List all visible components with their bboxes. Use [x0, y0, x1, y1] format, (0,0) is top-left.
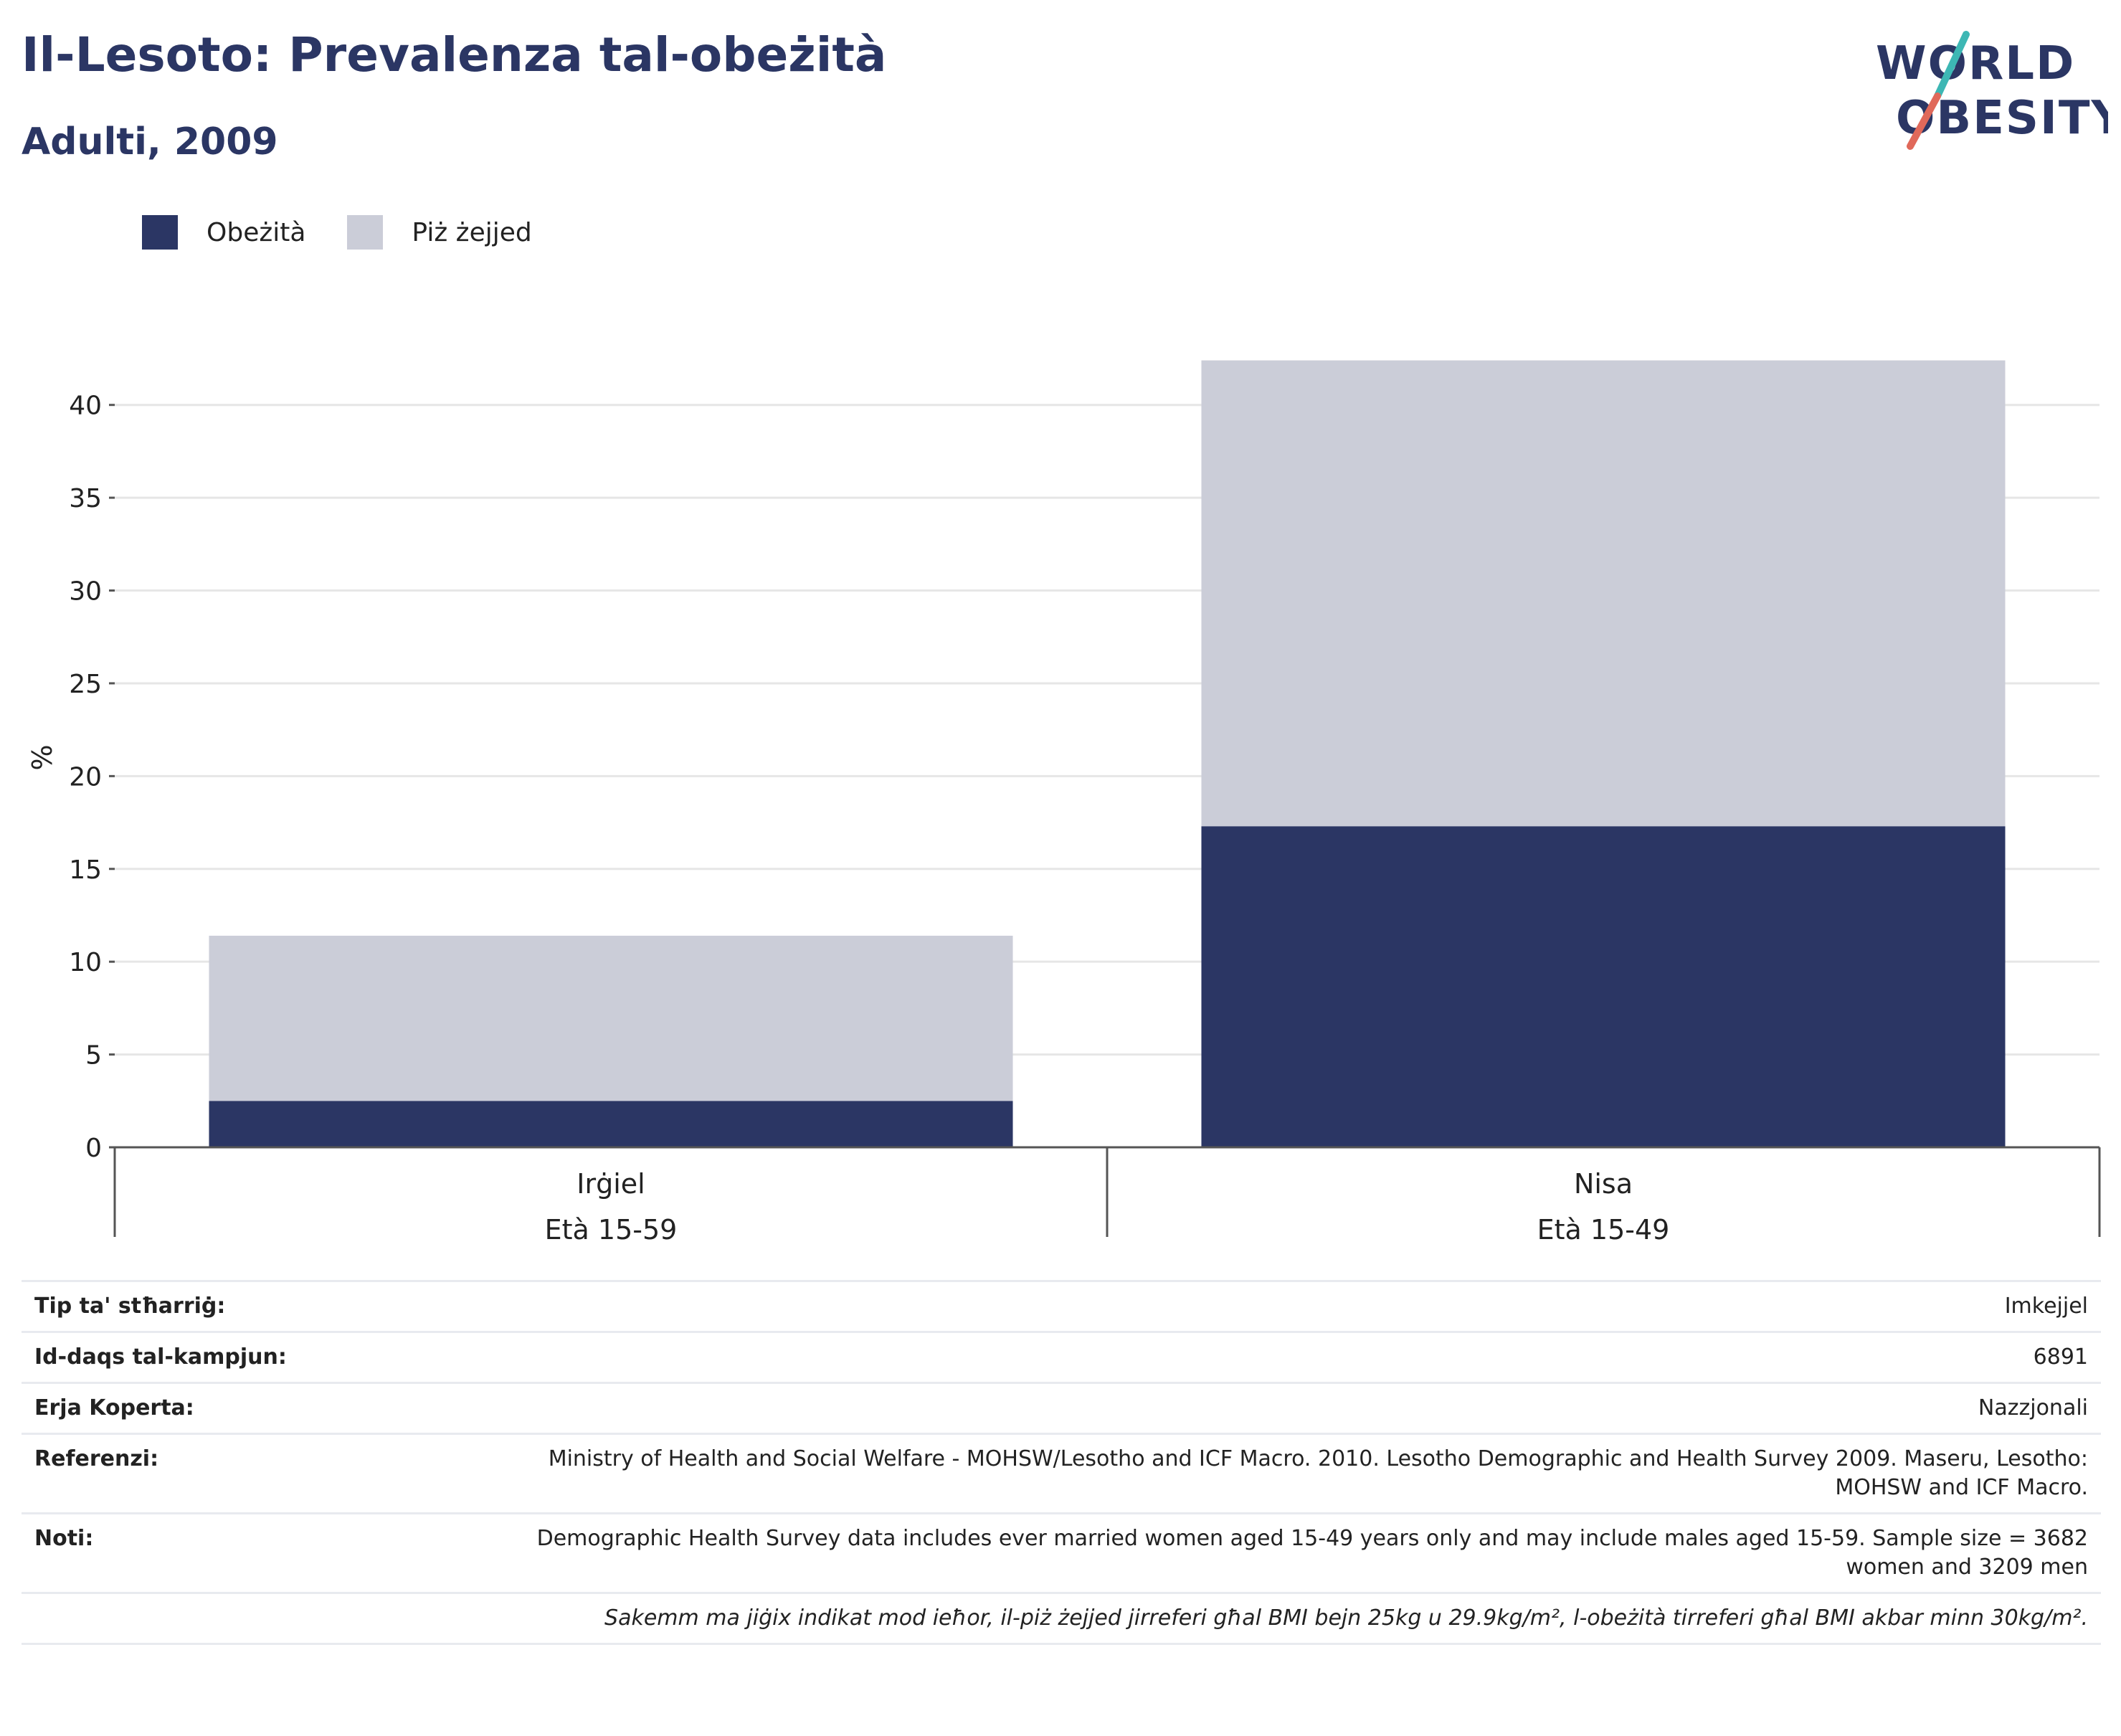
bar-obesity-0: [209, 1101, 1013, 1147]
legend-label-overweight: Piż żejjed: [412, 217, 532, 247]
info-label-empty: [22, 1593, 492, 1645]
info-value: Demographic Health Survey data includes …: [492, 1513, 2101, 1594]
category-sublabel: Età 15-49: [1537, 1214, 1670, 1246]
info-value: Ministry of Health and Social Welfare - …: [492, 1433, 2101, 1514]
info-value: Nazzjonali: [492, 1382, 2101, 1435]
info-label: Erja Koperta:: [22, 1382, 492, 1435]
info-row-survey-type: Tip ta' stħarriġ: Imkejjel: [22, 1280, 2101, 1333]
category-sublabel: Età 15-59: [545, 1214, 678, 1246]
info-label: Id-daqs tal-kampjun:: [22, 1332, 492, 1384]
y-tick-label: 30: [69, 577, 102, 607]
y-tick-label: 0: [85, 1134, 102, 1163]
y-tick-label: 15: [69, 855, 102, 885]
category-label: Irġiel: [576, 1168, 645, 1200]
y-tick-label: 40: [69, 392, 102, 421]
page-title: Il-Lesoto: Prevalenza tal-obeżità: [22, 27, 887, 82]
logo-slash-teal: [1934, 31, 1970, 100]
legend-swatch-obesity: [142, 215, 178, 250]
info-row-sample-size: Id-daqs tal-kampjun: 6891: [22, 1332, 2101, 1384]
legend-item-obesity[interactable]: Obeżità: [142, 215, 305, 250]
bmi-footnote: Sakemm ma jiġix indikat mod ieħor, il-pi…: [492, 1593, 2101, 1645]
survey-info-table: Tip ta' stħarriġ: Imkejjel Id-daqs tal-k…: [22, 1280, 2101, 1645]
logo-slash-coral: [1907, 93, 1941, 150]
legend-label-obesity: Obeżità: [207, 217, 306, 247]
page-subtitle: Adulti, 2009: [22, 120, 278, 163]
info-label: Tip ta' stħarriġ:: [22, 1280, 492, 1333]
y-tick-label: 20: [69, 762, 102, 792]
world-obesity-logo: WORLD OBESITY: [1876, 31, 2108, 150]
info-row-references: Referenzi: Ministry of Health and Social…: [22, 1433, 2101, 1514]
chart-legend: Obeżità Piż żejjed: [142, 215, 574, 250]
info-row-area-covered: Erja Koperta: Nazzjonali: [22, 1382, 2101, 1435]
y-axis-label: %: [27, 744, 58, 770]
bar-overweight-1: [1201, 360, 2006, 827]
y-tick-label: 25: [69, 670, 102, 699]
legend-swatch-overweight: [347, 215, 384, 250]
info-row-footnote: Sakemm ma jiġix indikat mod ieħor, il-pi…: [22, 1593, 2101, 1645]
y-tick-label: 35: [69, 484, 102, 513]
bar-chart: 0 5 10 15 20 25 30 35 40% Irġiel Età 15-59 Nisa Età …: [27, 360, 2101, 1246]
info-label: Referenzi:: [22, 1433, 492, 1514]
y-tick-label: 10: [69, 948, 102, 977]
info-label: Noti:: [22, 1513, 492, 1594]
info-value: Imkejjel: [492, 1280, 2101, 1333]
info-value: 6891: [492, 1332, 2101, 1384]
bar-obesity-1: [1201, 826, 2006, 1147]
legend-item-overweight[interactable]: Piż żejjed: [347, 215, 532, 250]
bar-overweight-0: [209, 935, 1013, 1101]
y-tick-label: 5: [85, 1041, 102, 1071]
logo-text-world: WORLD: [1876, 37, 2075, 90]
category-label: Nisa: [1574, 1168, 1633, 1200]
info-row-notes: Noti: Demographic Health Survey data inc…: [22, 1513, 2101, 1594]
